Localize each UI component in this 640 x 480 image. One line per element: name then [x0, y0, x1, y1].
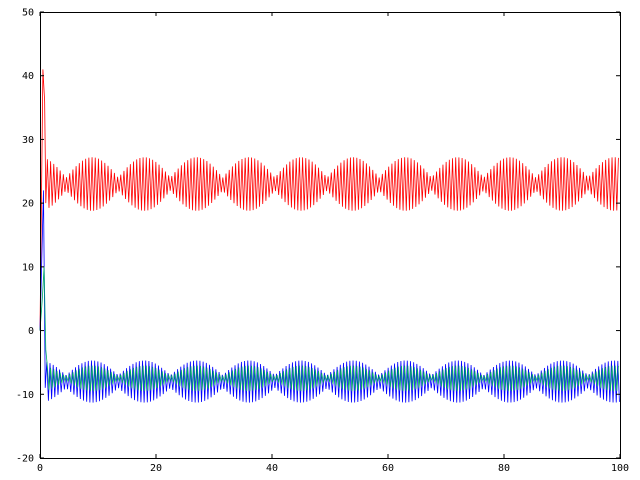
x-tick-label: 40	[266, 463, 278, 474]
series-line-1	[39, 69, 619, 331]
y-tick-label: 10	[22, 262, 34, 273]
x-tick-label: 20	[150, 463, 162, 474]
x-tick-label: 100	[611, 463, 629, 474]
series-line-2	[39, 190, 620, 403]
series-layer	[39, 69, 620, 403]
series-line-3	[39, 266, 619, 392]
y-tick-label: 20	[22, 199, 34, 210]
x-tick-label: 80	[498, 463, 510, 474]
ticks-layer: 0 20 40 60 80 100 -20 -10 0 10 20 30 40 50	[16, 8, 629, 475]
x-tick-label: 60	[382, 463, 394, 474]
y-tick-label: 30	[22, 135, 34, 146]
y-tick-label: -20	[16, 454, 34, 465]
plot-area-frame	[40, 12, 621, 459]
y-tick-label: 0	[28, 326, 34, 337]
y-tick-label: 50	[22, 8, 34, 19]
x-tick-label: 0	[37, 463, 43, 474]
y-tick-label: 40	[22, 71, 34, 82]
y-tick-label: -10	[16, 390, 34, 401]
